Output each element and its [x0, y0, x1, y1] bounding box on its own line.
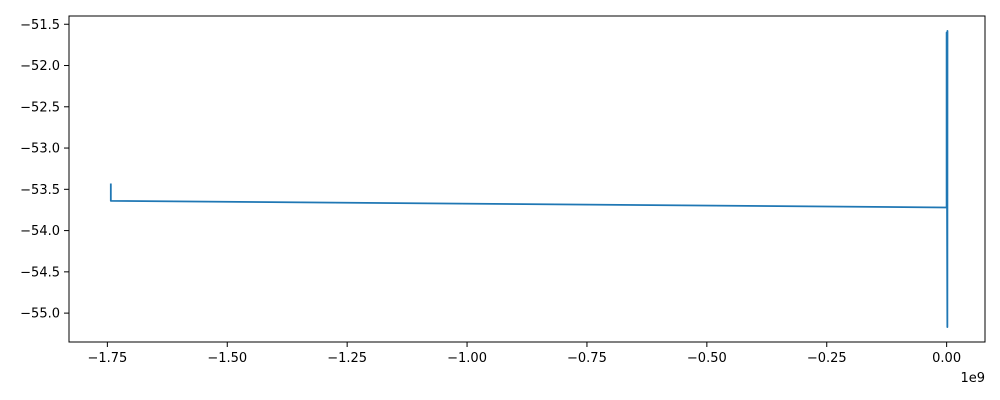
y-tick-label: −52.5 — [20, 100, 60, 115]
y-tick-label: −54.5 — [20, 265, 60, 280]
y-tick-label: −53.0 — [20, 142, 60, 157]
y-tick-label: −55.0 — [20, 307, 60, 322]
y-tick-label: −51.5 — [20, 18, 60, 33]
x-tick-label: −0.25 — [807, 351, 847, 366]
x-tick-label: −1.00 — [447, 351, 487, 366]
x-tick-label: 0.00 — [932, 351, 961, 366]
y-tick-label: −52.0 — [20, 59, 60, 74]
series-layer — [109, 29, 949, 329]
x-tick-label: −0.50 — [687, 351, 727, 366]
x-tick-label: −1.50 — [207, 351, 247, 366]
plot-area-frame — [68, 15, 986, 343]
y-tick-label: −53.5 — [20, 183, 60, 198]
x-axis-offset-text: 1e9 — [960, 371, 985, 386]
x-tick-label: −1.75 — [87, 351, 127, 366]
x-tick-label: −1.25 — [327, 351, 367, 366]
y-axis-ticks: −51.5 −52.0 −52.5 −53.0 −53.5 −54.0 −54.5 −55.0 — [20, 18, 69, 322]
y-tick-label: −54.0 — [20, 224, 60, 239]
series-line-1 — [109, 29, 949, 329]
x-axis-ticks: −1.75 −1.50 −1.25 −1.00 −0.75 −0.50 −0.25 0.00 — [87, 342, 961, 366]
x-tick-label: −0.75 — [567, 351, 607, 366]
